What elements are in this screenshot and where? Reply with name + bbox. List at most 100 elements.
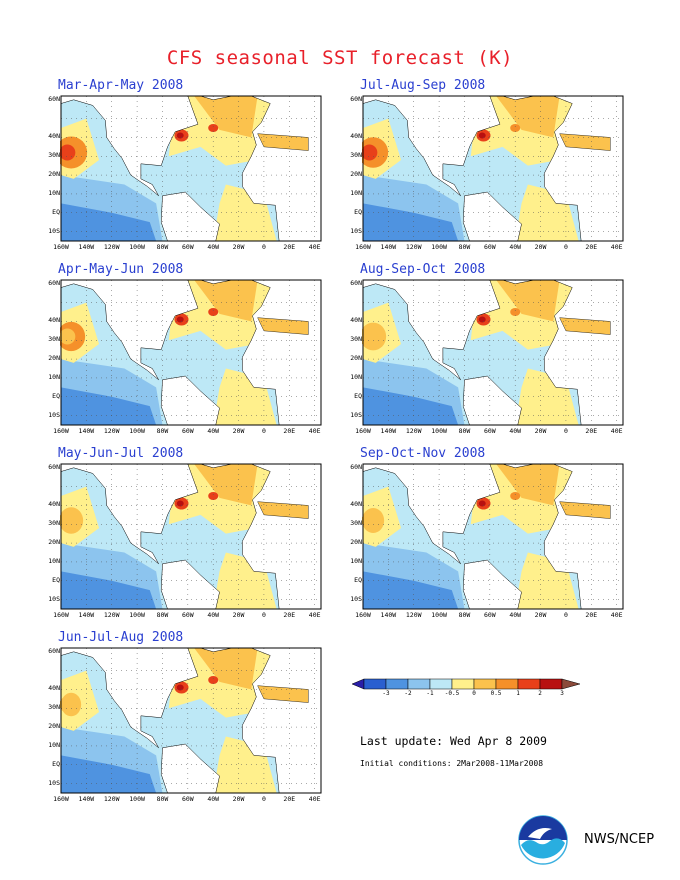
lat-tick-label: 30N xyxy=(350,519,362,528)
lon-tick-label: 0 xyxy=(261,795,266,803)
colorbar: -3 -2 -1 -0.5 0 0.5 1 2 3 xyxy=(351,676,630,706)
lat-tick-label: 20N xyxy=(48,354,60,363)
lat-tick-label: 20N xyxy=(350,170,362,179)
lat-tick-label: 60N xyxy=(48,94,60,103)
lon-tick-label: 0 xyxy=(261,611,266,619)
lat-tick-label: 60N xyxy=(48,278,60,287)
lon-tick-label: 40W xyxy=(509,427,522,435)
lon-tick-label: 20W xyxy=(232,611,245,619)
lon-tick-label: 140W xyxy=(380,611,397,619)
lon-tick-label: 20E xyxy=(585,611,598,619)
colorbar-swatches xyxy=(351,678,581,690)
lat-tick-label: EQ xyxy=(354,575,362,584)
sst-map: 60N 40N 30N 20N 10N EQ 10S 160W 140W 120W 100W 80W 6… xyxy=(48,461,352,626)
lat-tick-label: 20N xyxy=(48,722,60,731)
lat-tick-label: 10S xyxy=(48,226,60,235)
lat-tick-label: EQ xyxy=(52,759,60,768)
colorbar-swatch xyxy=(561,678,581,690)
lat-tick-label: 60N xyxy=(48,462,60,471)
lat-tick-label: 10N xyxy=(48,740,60,749)
lon-tick-label: 40E xyxy=(610,611,623,619)
sst-map-plot xyxy=(60,647,322,794)
lon-tick-label: 40E xyxy=(610,427,623,435)
lon-tick-label: 80W xyxy=(458,611,471,619)
lon-tick-label: 140W xyxy=(380,427,397,435)
lon-tick-label: 20E xyxy=(283,795,296,803)
lat-tick-label: 20N xyxy=(48,170,60,179)
lat-tick-label: 10S xyxy=(48,778,60,787)
map-panel: May-Jun-Jul 2008 60N 40N 30N 20N 10N EQ 10S 160W… xyxy=(48,446,352,626)
lat-tick-label: 20N xyxy=(350,354,362,363)
panel-title: Mar-Apr-May 2008 xyxy=(58,78,184,93)
colorbar-swatch xyxy=(495,678,519,690)
lat-tick-label: 10N xyxy=(350,372,362,381)
sst-map: 60N 40N 30N 20N 10N EQ 10S 160W 140W 120W 100W 80W 6… xyxy=(350,461,654,626)
lon-tick-label: 80W xyxy=(156,427,169,435)
lon-tick-label: 140W xyxy=(78,795,95,803)
map-panel: Apr-May-Jun 2008 60N 40N 30N 20N 10N EQ 10S 160W… xyxy=(48,262,352,442)
lon-tick-label: 40W xyxy=(207,611,220,619)
lat-tick-label: 30N xyxy=(48,703,60,712)
lat-tick-label: 30N xyxy=(350,151,362,160)
lon-tick-label: 160W xyxy=(53,611,69,619)
initial-conditions: Initial conditions: 2Mar2008-11Mar2008 xyxy=(360,759,544,768)
lon-tick-label: 160W xyxy=(355,243,371,251)
lon-tick-label: 20W xyxy=(232,243,245,251)
lon-tick-label: 140W xyxy=(78,427,95,435)
lon-tick-label: 60W xyxy=(181,243,194,251)
lat-tick-label: 40N xyxy=(48,132,60,141)
map-panel: Mar-Apr-May 2008 60N 40N 30N 20N 10N EQ 10S 160W… xyxy=(48,78,352,258)
lat-tick-label: 10S xyxy=(350,226,362,235)
lon-tick-label: 120W xyxy=(103,243,120,251)
lat-tick-label: 60N xyxy=(48,646,60,655)
colorbar-label: 1 xyxy=(516,690,520,697)
lat-tick-label: 60N xyxy=(350,462,362,471)
lon-tick-label: 20W xyxy=(232,795,245,803)
sst-map: 60N 40N 30N 20N 10N EQ 10S 160W 140W 120W 100W 80W 6… xyxy=(48,645,352,810)
lon-tick-label: 100W xyxy=(431,611,447,619)
lon-tick-label: 60W xyxy=(483,243,496,251)
colorbar-swatch xyxy=(517,678,541,690)
map-panel: Sep-Oct-Nov 2008 60N 40N 30N 20N 10N EQ 10S 160W… xyxy=(350,446,654,626)
lon-tick-label: 120W xyxy=(103,611,120,619)
lon-tick-label: 40W xyxy=(207,795,220,803)
lon-tick-label: 160W xyxy=(355,427,371,435)
lon-tick-label: 40E xyxy=(610,243,623,251)
lon-tick-label: 40E xyxy=(308,427,321,435)
credit: NWS/NCEP xyxy=(584,832,655,847)
lon-tick-label: 20E xyxy=(585,427,598,435)
lon-tick-label: 40W xyxy=(509,243,522,251)
lat-tick-label: EQ xyxy=(52,391,60,400)
lon-tick-label: 80W xyxy=(458,243,471,251)
lon-tick-label: 0 xyxy=(563,611,568,619)
lon-tick-label: 60W xyxy=(181,611,194,619)
lon-tick-label: 140W xyxy=(78,243,95,251)
map-panel: Aug-Sep-Oct 2008 60N 40N 30N 20N 10N EQ 10S 160W… xyxy=(350,262,654,442)
colorbar-swatch xyxy=(539,678,563,690)
lon-tick-label: 20E xyxy=(283,427,296,435)
lon-tick-label: 60W xyxy=(181,795,194,803)
sst-map: 60N 40N 30N 20N 10N EQ 10S 160W 140W 120W 100W 80W 6… xyxy=(48,277,352,442)
lon-tick-label: 0 xyxy=(563,427,568,435)
lat-tick-label: 10N xyxy=(48,556,60,565)
lon-tick-label: 140W xyxy=(78,611,95,619)
lon-tick-label: 120W xyxy=(405,427,422,435)
lon-tick-label: 100W xyxy=(431,427,447,435)
lon-tick-label: 80W xyxy=(156,795,169,803)
lon-tick-label: 160W xyxy=(53,243,69,251)
lon-tick-label: 20W xyxy=(232,427,245,435)
sst-map-plot xyxy=(362,279,624,426)
lat-tick-label: 60N xyxy=(350,278,362,287)
colorbar-label: -0.5 xyxy=(444,690,460,697)
colorbar-swatch xyxy=(473,678,497,690)
colorbar-label: -1 xyxy=(426,690,434,697)
lon-tick-label: 20W xyxy=(534,611,547,619)
panel-title: Jun-Jul-Aug 2008 xyxy=(58,630,184,645)
lon-tick-label: 120W xyxy=(405,243,422,251)
lon-tick-label: 40E xyxy=(308,795,321,803)
colorbar-swatch xyxy=(351,678,365,690)
lat-tick-label: 40N xyxy=(350,132,362,141)
lat-tick-label: 40N xyxy=(48,684,60,693)
panel-title: Aug-Sep-Oct 2008 xyxy=(360,262,486,277)
panel-title: Sep-Oct-Nov 2008 xyxy=(360,446,486,461)
